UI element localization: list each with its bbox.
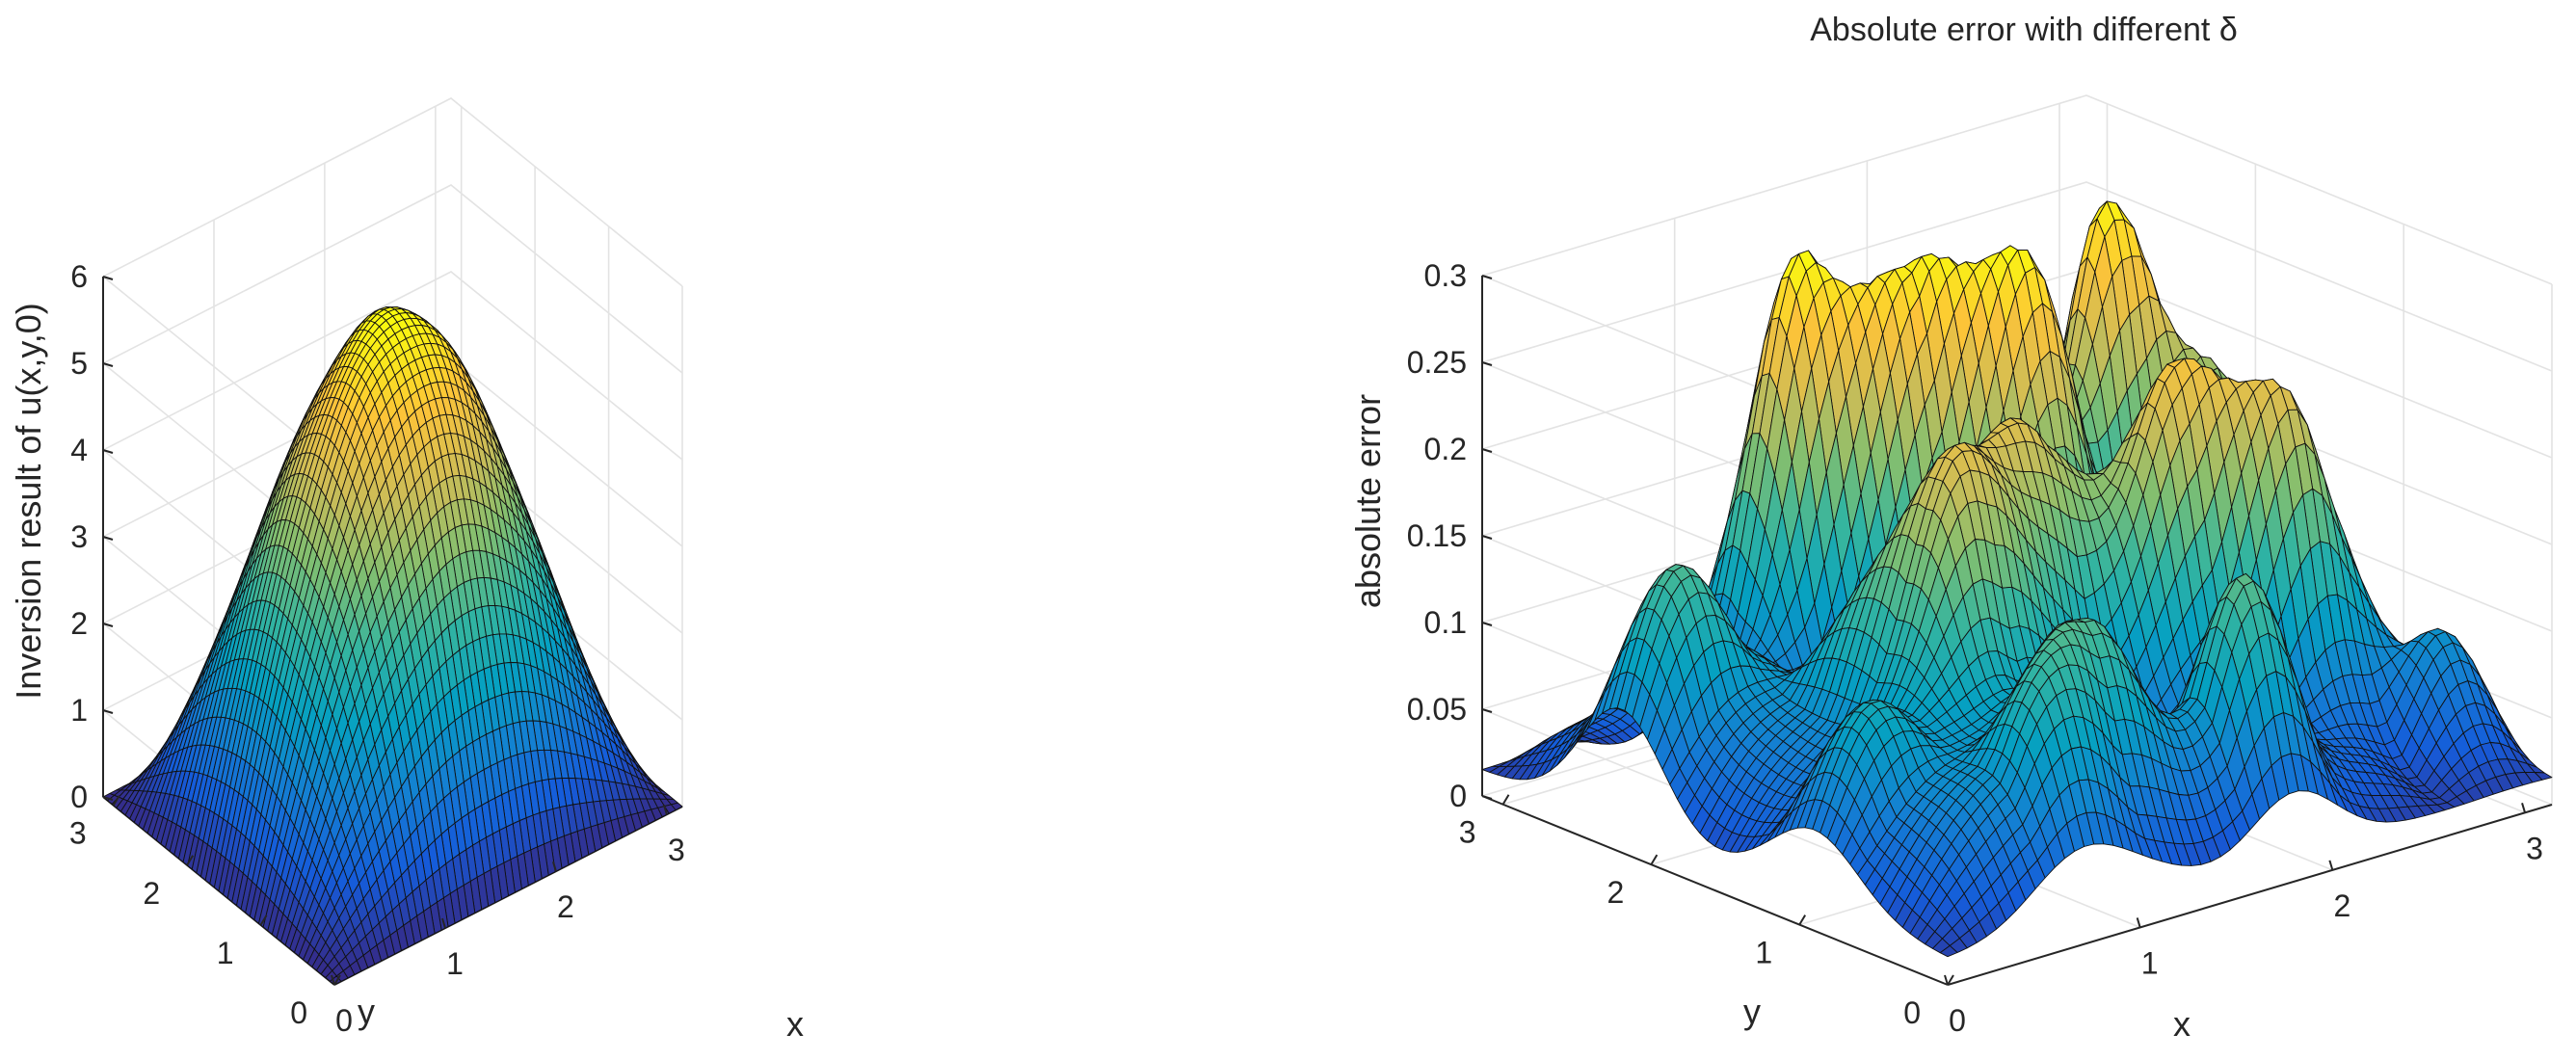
z-tick-label: 4	[70, 433, 88, 467]
z-tick-label: 3	[70, 519, 88, 554]
x-tick-label: 3	[668, 833, 685, 867]
z-tick-label: 5	[70, 346, 88, 381]
y-tick-label: 0	[290, 995, 307, 1030]
y-tick-label: 2	[143, 876, 160, 911]
z-gridline	[101, 184, 683, 552]
z-axis-label: Inversion result of u(x,y,0)	[9, 303, 48, 700]
x-tick-label: 1	[446, 946, 464, 981]
z-tick-label: 1	[70, 693, 88, 728]
y-tick-label: 1	[217, 936, 234, 970]
z-tick-label: 0	[70, 780, 88, 814]
z-tick-label: 6	[70, 259, 88, 294]
z-gridline	[101, 271, 683, 639]
z-gridline	[101, 97, 683, 465]
surface-mesh	[102, 306, 683, 986]
y-axis-label: y	[358, 992, 375, 1031]
x-axis-label: x	[786, 1004, 804, 1044]
z-tick-label: 2	[70, 606, 88, 641]
y-tick-label: 3	[69, 816, 87, 851]
x-tick-label: 0	[335, 1003, 353, 1038]
x-tick-label: 2	[557, 889, 574, 924]
